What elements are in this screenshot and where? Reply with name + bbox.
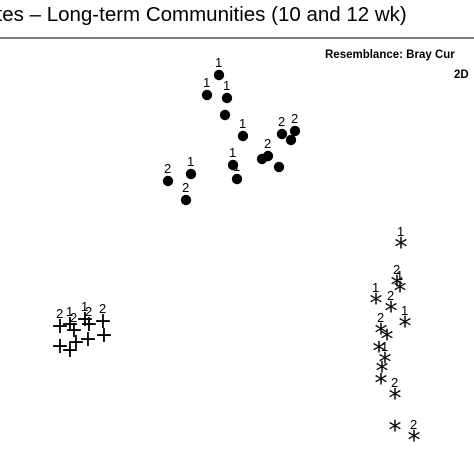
point-label: 1 bbox=[381, 339, 388, 354]
resemblance-note: Resemblance: Bray Cur bbox=[325, 49, 455, 61]
point-label: 1 bbox=[223, 78, 230, 93]
circle-point bbox=[285, 134, 297, 146]
asterisk-point: * bbox=[408, 426, 421, 456]
stress-note: 2D bbox=[454, 69, 469, 81]
point-label: 2 bbox=[85, 304, 92, 319]
plus-point: + bbox=[67, 330, 85, 355]
asterisk-point: * bbox=[389, 384, 402, 414]
point-label: 1 bbox=[81, 299, 88, 314]
point-label: 2 bbox=[182, 180, 189, 195]
asterisk-point: * bbox=[373, 337, 386, 367]
point-label: 2 bbox=[278, 114, 285, 129]
plus-point: + bbox=[51, 314, 69, 339]
point-label: 2 bbox=[264, 136, 271, 151]
circle-point bbox=[201, 89, 213, 101]
point-label: 1 bbox=[215, 55, 222, 70]
circle-point bbox=[289, 125, 301, 137]
point-label: 2 bbox=[387, 288, 394, 303]
point-label: 2 bbox=[393, 262, 400, 277]
plus-point: + bbox=[51, 334, 69, 359]
chart-title: ites – Long-term Communities (10 and 12 … bbox=[0, 3, 407, 26]
point-label: 1 bbox=[203, 75, 210, 90]
point-label: 1 bbox=[187, 154, 194, 169]
plus-point: + bbox=[61, 338, 79, 363]
asterisk-point: * bbox=[399, 312, 412, 342]
point-label: 1 bbox=[66, 304, 73, 319]
circle-point bbox=[227, 159, 239, 171]
point-label: 1 bbox=[229, 145, 236, 160]
circle-point bbox=[162, 175, 174, 187]
asterisk-point: * bbox=[389, 416, 402, 446]
circle-point bbox=[237, 130, 249, 142]
asterisk-point: * bbox=[394, 277, 407, 307]
plus-point: + bbox=[79, 327, 97, 352]
point-label: 2 bbox=[70, 310, 77, 325]
point-label: 2 bbox=[164, 161, 171, 176]
point-label: 2 bbox=[291, 111, 298, 126]
point-label: 2 bbox=[99, 301, 106, 316]
circle-point bbox=[180, 194, 192, 206]
circle-point bbox=[231, 173, 243, 185]
point-label: 2 bbox=[410, 417, 417, 432]
circle-point bbox=[273, 161, 285, 173]
point-label: 2 bbox=[56, 306, 63, 321]
point-label: 1 bbox=[239, 116, 246, 131]
plus-point: + bbox=[65, 318, 83, 343]
point-label: 1 bbox=[233, 159, 240, 174]
plus-point: + bbox=[76, 307, 94, 332]
point-label: 1 bbox=[372, 280, 379, 295]
point-label: 1 bbox=[401, 303, 408, 318]
plus-point: + bbox=[94, 309, 112, 334]
asterisk-point: * bbox=[379, 348, 392, 378]
plus-point: + bbox=[80, 312, 98, 337]
asterisk-point: * bbox=[375, 369, 388, 399]
circle-point bbox=[185, 168, 197, 180]
asterisk-point: * bbox=[376, 357, 389, 387]
asterisk-point: * bbox=[381, 325, 394, 355]
point-label: 1 bbox=[397, 224, 404, 239]
asterisk-point: * bbox=[370, 289, 383, 319]
circle-point bbox=[221, 92, 233, 104]
circle-point bbox=[276, 128, 288, 140]
circle-point bbox=[219, 109, 231, 121]
asterisk-point: * bbox=[391, 271, 404, 301]
plus-point: + bbox=[95, 323, 113, 348]
asterisk-point: * bbox=[385, 297, 398, 327]
circle-point bbox=[256, 153, 268, 165]
circle-point bbox=[213, 69, 225, 81]
point-label: 1 bbox=[396, 268, 403, 283]
plus-point: + bbox=[61, 312, 79, 337]
point-label: 2 bbox=[391, 375, 398, 390]
point-label: 2 bbox=[377, 310, 384, 325]
asterisk-point: * bbox=[375, 319, 388, 349]
asterisk-point: * bbox=[395, 233, 408, 263]
